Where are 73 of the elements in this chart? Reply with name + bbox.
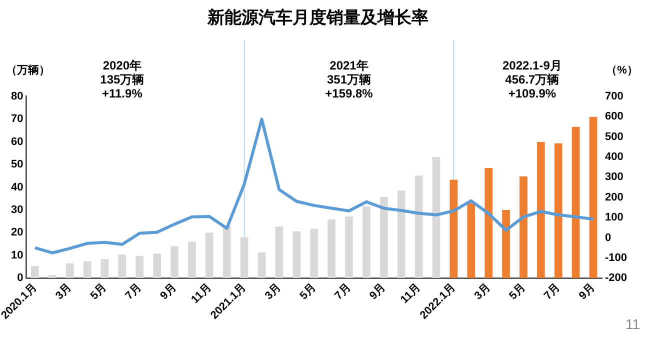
x-tick-label: 7月 (542, 282, 563, 302)
bar (153, 254, 161, 278)
annotation: 2022.1-9月 456.7万辆 +109.9% (502, 58, 562, 100)
x-tick-label: 3月 (54, 282, 74, 302)
y2-tick-label: 700 (604, 90, 624, 102)
y2-tick-label: 400 (604, 150, 624, 163)
bar (520, 176, 528, 278)
x-tick-label: 5月 (507, 282, 528, 302)
x-tick-label: 3月 (262, 282, 284, 302)
bar (414, 176, 423, 278)
y-tick-label: 80 (10, 90, 24, 102)
y-axis-title: （万辆） (6, 64, 50, 77)
bar (328, 219, 336, 278)
bar (100, 259, 109, 278)
bar (292, 231, 301, 278)
bar (48, 275, 56, 278)
y-tick-label: 10 (10, 249, 24, 262)
bar (362, 206, 370, 278)
bar (536, 142, 545, 278)
x-tick-label: 5月 (88, 282, 109, 302)
annotation: 2020年 135万辆 +11.9% (100, 58, 144, 100)
x-tick-label: 7月 (332, 282, 354, 302)
bar (467, 203, 476, 278)
bar (31, 266, 39, 278)
chart-title: 新能源汽车月度销量及增长率 (206, 8, 428, 27)
y2-tick-label: 300 (604, 171, 624, 184)
y2-tick-label: -100 (604, 252, 628, 264)
bar (380, 197, 388, 278)
bar (275, 226, 284, 278)
bar (345, 216, 353, 278)
bar (66, 263, 74, 278)
bar (450, 180, 458, 278)
y2-tick-label: 200 (604, 191, 624, 204)
bar (240, 237, 248, 278)
y-tick-label: 30 (10, 204, 24, 216)
x-tick-label: 3月 (472, 282, 493, 302)
y2-tick-label: -200 (604, 272, 628, 284)
y2-tick-label: 100 (604, 212, 624, 224)
y2-tick-label: 600 (604, 110, 624, 123)
text: 11 (625, 316, 640, 332)
annotation: 2021年 351万辆 +159.8% (325, 58, 374, 100)
bar (589, 116, 598, 278)
bar (136, 256, 144, 278)
bar (502, 210, 510, 278)
y-tick-label: 40 (10, 181, 24, 194)
bar (572, 126, 580, 278)
bar (484, 168, 492, 278)
x-tick-label: 9月 (158, 282, 179, 302)
y-tick-label: 70 (10, 113, 24, 126)
bar (310, 228, 318, 278)
x-tick-label: 7月 (123, 282, 144, 302)
bar (205, 232, 214, 278)
bar (222, 226, 231, 278)
x-tick-label: 11月 (398, 282, 424, 306)
x-tick-label: 9月 (368, 282, 388, 302)
x-tick-label: 5月 (298, 282, 318, 302)
y2-tick-label: 0 (604, 232, 612, 244)
bar (118, 254, 126, 278)
bar (258, 252, 266, 278)
x-tick-label: 11月 (189, 282, 214, 306)
y2-tick-label: 500 (604, 130, 624, 143)
bar (397, 190, 406, 278)
bar (188, 242, 196, 278)
bar (170, 246, 178, 278)
y-tick-label: 50 (10, 158, 24, 171)
bar (83, 261, 92, 278)
x-tick-label: 9月 (576, 282, 598, 302)
bar (554, 143, 562, 278)
y-tick-label: 20 (10, 226, 24, 239)
y2-axis-title: （%） (606, 64, 638, 77)
y-tick-label: 0 (17, 272, 24, 284)
y-tick-label: 60 (10, 136, 24, 148)
bar (432, 157, 440, 278)
